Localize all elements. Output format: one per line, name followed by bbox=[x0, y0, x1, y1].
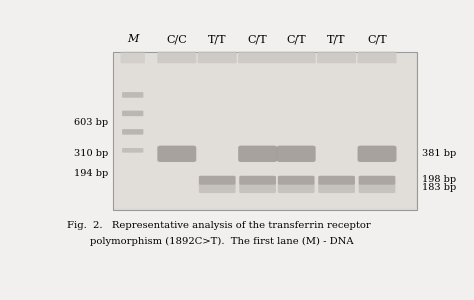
FancyBboxPatch shape bbox=[238, 52, 277, 63]
FancyBboxPatch shape bbox=[357, 146, 396, 162]
FancyBboxPatch shape bbox=[238, 146, 277, 162]
FancyBboxPatch shape bbox=[239, 176, 276, 185]
Bar bbox=[114, 53, 416, 208]
Text: C/T: C/T bbox=[248, 34, 267, 44]
FancyBboxPatch shape bbox=[318, 176, 355, 185]
FancyBboxPatch shape bbox=[317, 52, 356, 63]
Text: 198 bp: 198 bp bbox=[422, 175, 456, 184]
Text: 603 bp: 603 bp bbox=[74, 118, 108, 127]
Text: T/T: T/T bbox=[208, 34, 227, 44]
FancyBboxPatch shape bbox=[122, 111, 143, 116]
Text: Fig.  2.   Representative analysis of the transferrin receptor: Fig. 2. Representative analysis of the t… bbox=[66, 221, 370, 230]
Text: C/T: C/T bbox=[367, 34, 387, 44]
FancyBboxPatch shape bbox=[318, 184, 355, 193]
FancyBboxPatch shape bbox=[157, 52, 196, 63]
Text: 381 bp: 381 bp bbox=[422, 149, 456, 158]
FancyBboxPatch shape bbox=[199, 184, 236, 193]
Text: C/C: C/C bbox=[166, 34, 187, 44]
Text: M: M bbox=[127, 34, 138, 44]
FancyBboxPatch shape bbox=[278, 184, 315, 193]
Text: polymorphism (1892C>T).  The first lane (M) - DNA: polymorphism (1892C>T). The first lane (… bbox=[91, 237, 354, 246]
FancyBboxPatch shape bbox=[239, 184, 276, 193]
Bar bbox=[112, 52, 418, 210]
FancyBboxPatch shape bbox=[357, 52, 396, 63]
FancyBboxPatch shape bbox=[122, 148, 143, 153]
FancyBboxPatch shape bbox=[122, 129, 143, 135]
FancyBboxPatch shape bbox=[122, 92, 143, 98]
FancyBboxPatch shape bbox=[120, 52, 145, 63]
Text: 194 bp: 194 bp bbox=[74, 169, 108, 178]
FancyBboxPatch shape bbox=[277, 52, 316, 63]
FancyBboxPatch shape bbox=[198, 52, 237, 63]
Text: 310 bp: 310 bp bbox=[74, 149, 108, 158]
FancyBboxPatch shape bbox=[199, 176, 236, 185]
FancyBboxPatch shape bbox=[157, 146, 196, 162]
FancyBboxPatch shape bbox=[359, 176, 395, 185]
Text: C/T: C/T bbox=[286, 34, 306, 44]
Text: T/T: T/T bbox=[328, 34, 346, 44]
FancyBboxPatch shape bbox=[277, 146, 316, 162]
Text: 183 bp: 183 bp bbox=[422, 183, 456, 192]
FancyBboxPatch shape bbox=[359, 184, 395, 193]
FancyBboxPatch shape bbox=[278, 176, 315, 185]
